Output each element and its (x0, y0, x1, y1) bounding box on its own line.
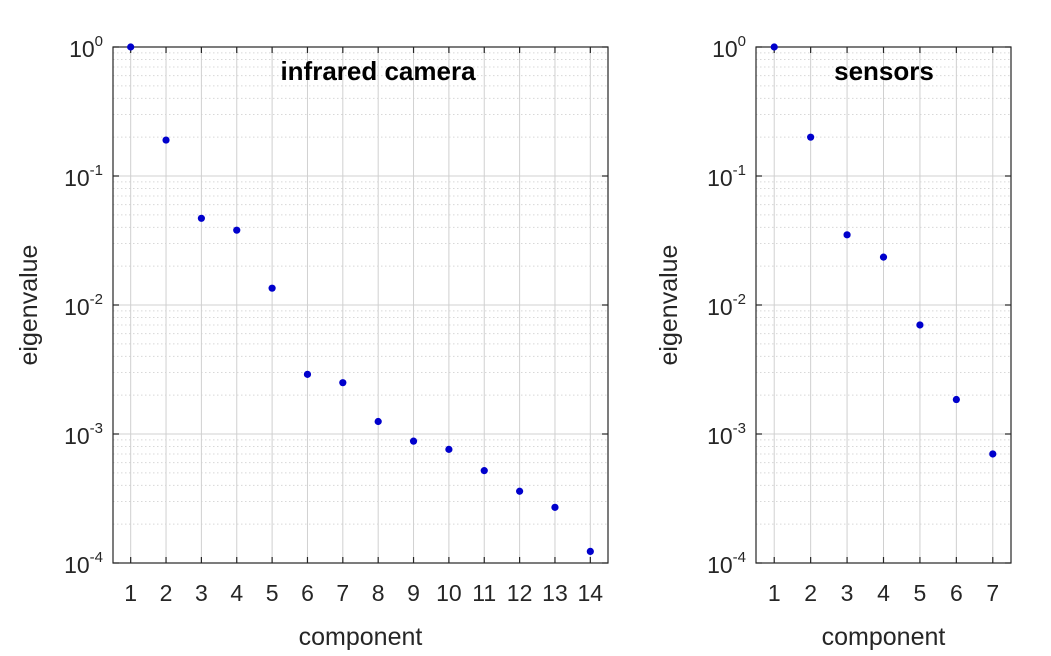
x-tick-label: 3 (841, 580, 854, 606)
y-tick-label: 10-3 (707, 420, 746, 449)
x-tick-label: 1 (124, 580, 137, 606)
x-tick-label: 4 (877, 580, 890, 606)
y-tick-base: 10 (64, 423, 90, 449)
data-point (162, 136, 170, 144)
x-tick-label: 7 (986, 580, 999, 606)
y-axis-label: eigenvalue (655, 245, 683, 366)
y-tick-base: 10 (712, 36, 738, 62)
panel-title: sensors (834, 56, 934, 86)
x-tick-label: 7 (336, 580, 349, 606)
infrared-camera-panel: 1 2 3 4 5 6 7 8 9 10 11 12 13 1410010-110-210-310-4in… (15, 33, 609, 651)
y-tick-base: 10 (707, 552, 733, 578)
y-tick-base: 10 (64, 294, 90, 320)
data-point (127, 43, 135, 51)
x-tick-label: 6 (950, 580, 963, 606)
data-point (551, 503, 559, 511)
x-tick-label: 11 (472, 580, 496, 606)
x-tick-label: 12 (507, 580, 533, 606)
y-tick-exponent: -1 (733, 162, 746, 179)
data-point (989, 450, 997, 458)
y-tick-exponent: -3 (90, 420, 103, 437)
x-tick-label: 4 (230, 580, 243, 606)
x-tick-label: 2 (160, 580, 173, 606)
x-axis-label: component (299, 623, 423, 651)
data-point (303, 370, 312, 378)
y-tick-base: 10 (69, 36, 95, 62)
data-point (916, 321, 924, 329)
panel-title: infrared camera (280, 56, 476, 86)
y-axis-label: eigenvalue (15, 245, 43, 366)
y-tick-base: 10 (707, 165, 733, 191)
sensors-panel: 1 2 3 4 5 6 710010-110-210-310-4sensorscompone… (655, 33, 1012, 651)
data-point (879, 253, 888, 261)
x-tick-label: 1 (768, 580, 781, 606)
data-point (197, 214, 205, 222)
y-tick-exponent: -3 (733, 420, 746, 437)
y-tick-label: 100 (712, 33, 746, 62)
y-tick-base: 10 (64, 165, 90, 191)
data-point (480, 467, 488, 475)
y-tick-exponent: -2 (90, 291, 103, 308)
data-point (952, 395, 960, 404)
data-point (339, 379, 347, 387)
data-point (843, 231, 851, 239)
data-point (374, 417, 382, 426)
x-tick-label: 2 (804, 580, 817, 606)
y-tick-exponent: -1 (90, 162, 103, 179)
y-tick-label: 10-1 (707, 162, 746, 191)
y-tick-label: 10-4 (707, 549, 746, 578)
y-tick-base: 10 (707, 294, 733, 320)
data-point (445, 445, 453, 453)
y-tick-exponent: 0 (738, 33, 746, 50)
data-point (770, 43, 778, 51)
y-tick-label: 10-2 (707, 291, 746, 320)
data-point (516, 487, 524, 495)
y-tick-label: 10-1 (64, 162, 103, 191)
x-tick-label: 13 (542, 580, 568, 606)
x-tick-label: 5 (914, 580, 927, 606)
y-tick-label: 10-2 (64, 291, 103, 320)
x-tick-label: 10 (436, 580, 462, 606)
y-tick-exponent: 0 (95, 33, 103, 50)
x-tick-label: 5 (266, 580, 279, 606)
x-tick-label: 9 (407, 580, 420, 606)
data-point (807, 133, 815, 141)
y-tick-base: 10 (707, 423, 733, 449)
x-tick-label: 14 (578, 580, 604, 606)
x-tick-label: 8 (372, 580, 385, 606)
y-tick-label: 10-3 (64, 420, 103, 449)
y-tick-exponent: -2 (733, 291, 746, 308)
data-point (409, 437, 418, 445)
x-tick-label: 6 (301, 580, 314, 606)
y-tick-base: 10 (64, 552, 90, 578)
y-tick-exponent: -4 (90, 549, 103, 566)
y-tick-exponent: -4 (733, 549, 746, 566)
y-tick-label: 100 (69, 33, 103, 62)
data-point (233, 226, 241, 234)
data-point (268, 284, 276, 292)
y-tick-label: 10-4 (64, 549, 103, 578)
x-tick-label: 3 (195, 580, 208, 606)
x-axis-label: component (822, 623, 946, 651)
data-point (586, 547, 594, 556)
